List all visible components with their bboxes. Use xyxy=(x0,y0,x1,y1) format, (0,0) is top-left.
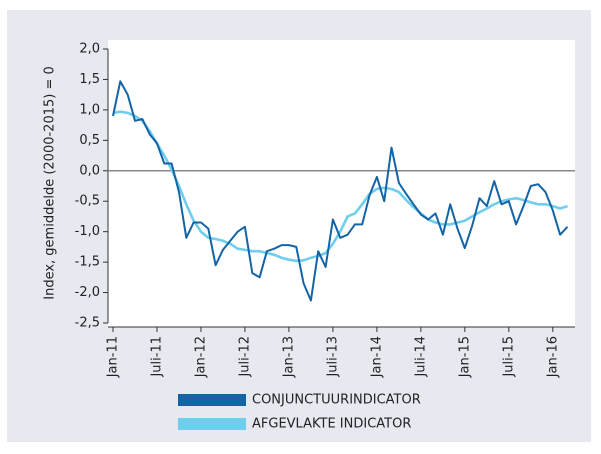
y-tick-label: 2,0 xyxy=(79,42,100,57)
y-tick-label: -0,5 xyxy=(75,194,100,209)
plot-area xyxy=(108,40,575,327)
y-axis-label: Index, gemiddelde (2000-2015) = 0 xyxy=(43,66,58,300)
x-tick-label: Jan-15 xyxy=(457,336,472,378)
series-line xyxy=(112,80,569,302)
series-line xyxy=(112,110,568,263)
y-tick-label: 1,0 xyxy=(79,102,100,117)
x-tick-label: Jan-12 xyxy=(193,336,208,378)
x-tick-label: Juli-14 xyxy=(413,336,428,378)
legend-swatch xyxy=(178,418,246,430)
legend-label: CONJUNCTUURINDICATOR xyxy=(252,393,421,408)
x-tick-label: Juli-12 xyxy=(237,336,252,378)
x-tick-label: Juli-11 xyxy=(149,336,164,378)
y-tick-label: 0,5 xyxy=(79,133,100,148)
x-tick-label: Jan-11 xyxy=(106,336,121,378)
y-tick-label: -2,0 xyxy=(75,285,100,300)
y-tick-label: -2,5 xyxy=(75,316,100,331)
y-tick-label: -1,0 xyxy=(75,224,100,239)
legend-swatch xyxy=(178,394,246,406)
x-tick-label: Juli-15 xyxy=(501,336,516,378)
x-tick-label: Jan-16 xyxy=(545,336,560,378)
legend-label: AFGEVLAKTE INDICATOR xyxy=(252,417,411,432)
y-tick-label: 1,5 xyxy=(79,72,100,87)
x-tick-label: Jan-13 xyxy=(281,336,296,378)
y-tick-label: -1,5 xyxy=(75,255,100,270)
x-tick-label: Juli-13 xyxy=(325,336,340,378)
y-tick-label: 0,0 xyxy=(79,163,100,178)
x-tick-label: Jan-14 xyxy=(369,336,384,378)
